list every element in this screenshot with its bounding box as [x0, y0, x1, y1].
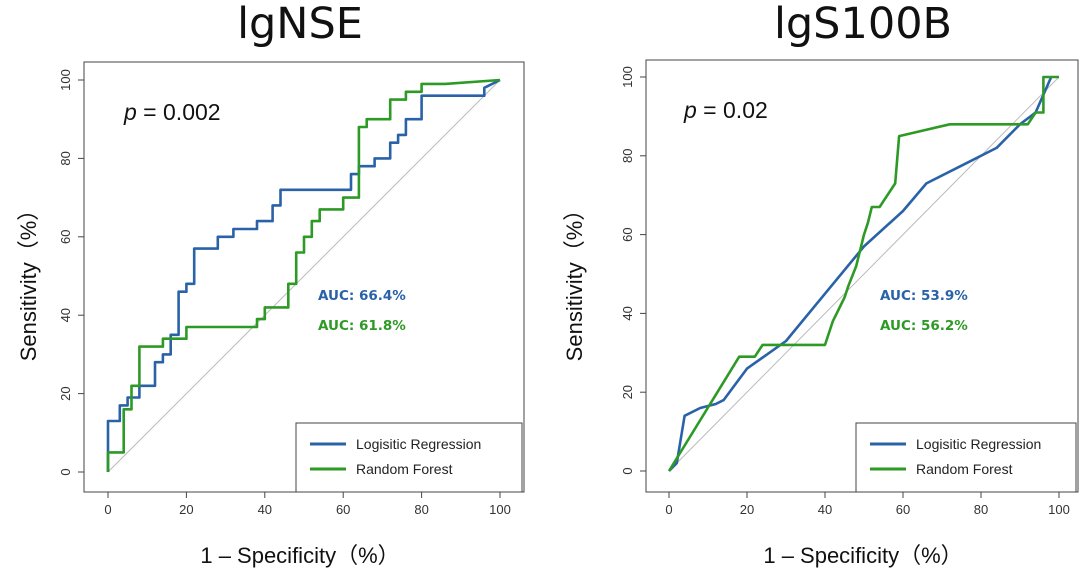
auc-label-logistic-regression: AUC: 66.4% [318, 288, 406, 304]
y-tick-label: 0 [58, 468, 73, 475]
x-tick-label: 20 [179, 502, 193, 517]
x-tick-label: 40 [818, 502, 832, 517]
x-axis-label: 1 – Specificity（%） [763, 543, 962, 568]
y-tick-label: 60 [58, 230, 73, 244]
y-axis-label: Sensitivity（%） [16, 199, 41, 362]
x-axis: 0 20 40 60 80 100 [665, 491, 1070, 517]
x-axis-label: 1 – Specificity（%） [200, 543, 399, 568]
roc-line-random-forest [667, 75, 1059, 472]
legend-box [855, 422, 1077, 493]
y-tick-label: 100 [58, 69, 73, 91]
chance-diagonal [668, 76, 1060, 472]
legend-entry: Random Forest [916, 461, 1013, 477]
p-value-annotation: p = 0.02 [683, 97, 768, 123]
y-axis-label: Sensitivity（%） [562, 199, 587, 362]
y-tick-label: 100 [620, 66, 635, 88]
chance-diagonal [107, 79, 501, 473]
y-tick-label: 40 [620, 306, 635, 320]
legend: Logisitic Regression Random Forest [855, 422, 1077, 493]
auc-label-random-forest: AUC: 56.2% [880, 318, 968, 334]
auc-label-random-forest: AUC: 61.8% [318, 318, 406, 334]
y-tick-label: 0 [620, 467, 635, 474]
roc-line-random-forest [106, 78, 501, 472]
roc-line-logistic-regression [106, 78, 501, 472]
legend-entry: Random Forest [356, 461, 453, 477]
y-axis: 0 20 40 60 80 100 [58, 69, 84, 476]
y-tick-label: 80 [620, 149, 635, 163]
y-tick-label: 20 [620, 385, 635, 399]
roc-panel-2: lgS100B 0 20 40 60 80 100 0 20 40 60 80 100 1 – Speci… [562, 0, 1079, 568]
chart-title: lgS100B [774, 0, 952, 49]
x-tick-label: 100 [489, 502, 511, 517]
x-tick-label: 0 [665, 502, 672, 517]
legend: Logisitic Regression Random Forest [295, 422, 523, 493]
legend-entry: Logisitic Regression [916, 436, 1041, 452]
chart-title: lgNSE [237, 0, 363, 49]
legend-box [295, 422, 523, 493]
y-tick-label: 60 [620, 227, 635, 241]
x-axis: 0 20 40 60 80 100 [104, 491, 511, 517]
x-tick-label: 20 [740, 502, 754, 517]
p-value-annotation: p = 0.002 [123, 99, 221, 125]
x-tick-label: 40 [258, 502, 272, 517]
x-tick-label: 60 [896, 502, 910, 517]
y-tick-label: 40 [58, 308, 73, 322]
legend-entry: Logisitic Regression [356, 436, 481, 452]
y-axis: 0 20 40 60 80 100 [620, 66, 646, 475]
x-tick-label: 0 [104, 502, 111, 517]
x-tick-label: 80 [414, 502, 428, 517]
x-tick-label: 100 [1048, 502, 1070, 517]
y-tick-label: 20 [58, 386, 73, 400]
x-tick-label: 60 [336, 502, 350, 517]
auc-label-logistic-regression: AUC: 53.9% [880, 288, 968, 304]
roc-line-logistic-regression [668, 76, 1053, 472]
roc-panel-1: lgNSE 0 20 40 60 80 100 0 20 40 60 80 100 1 – Specifi… [16, 0, 525, 568]
x-tick-label: 80 [974, 502, 988, 517]
y-tick-label: 80 [58, 151, 73, 165]
